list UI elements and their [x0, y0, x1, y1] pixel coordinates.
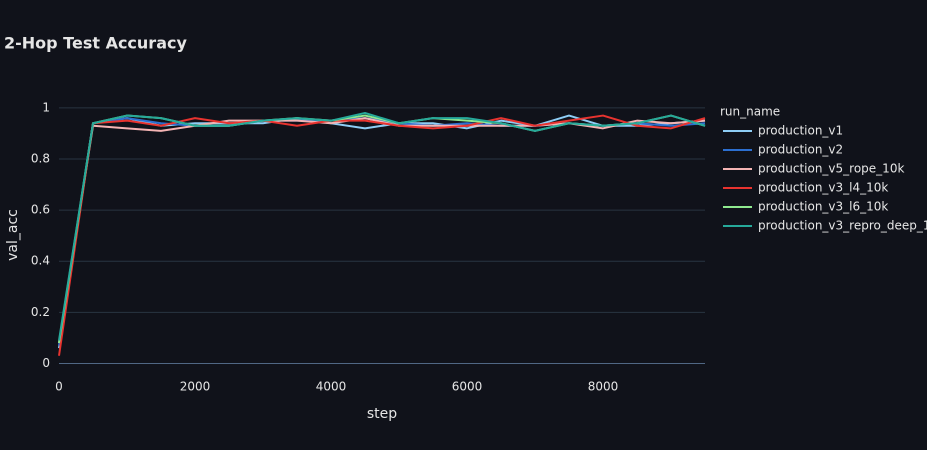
series-line [58, 117, 706, 344]
legend-title: run_name [720, 105, 780, 119]
legend-label: production_v2 [758, 143, 843, 157]
x-tick-label: 0 [55, 380, 63, 394]
legend-label: production_v3_repro_deep_10k [758, 219, 927, 233]
series-line [58, 112, 706, 341]
series-line [58, 114, 706, 344]
x-axis-label: step [367, 406, 397, 422]
y-axis-label: val_acc [5, 209, 21, 261]
x-tick-label: 8000 [588, 380, 619, 394]
x-tick-label: 6000 [452, 380, 483, 394]
legend-label: production_v3_l4_10k [758, 181, 888, 195]
series-line [58, 117, 706, 346]
legend-label: production_v1 [758, 124, 843, 138]
y-tick-label: 0 [42, 356, 50, 370]
y-tick-label: 0.8 [31, 152, 50, 166]
series-line [58, 114, 706, 356]
y-tick-label: 0.2 [31, 305, 50, 319]
chart-title: 2-Hop Test Accuracy [4, 34, 187, 53]
legend-label: production_v3_l6_10k [758, 200, 888, 214]
x-tick-label: 2000 [180, 380, 211, 394]
y-tick-label: 0.4 [31, 254, 50, 268]
x-tick-label: 4000 [316, 380, 347, 394]
series-line [58, 114, 706, 349]
y-tick-label: 0.6 [31, 203, 50, 217]
legend-label: production_v5_rope_10k [758, 162, 904, 176]
y-tick-label: 1 [42, 100, 50, 114]
